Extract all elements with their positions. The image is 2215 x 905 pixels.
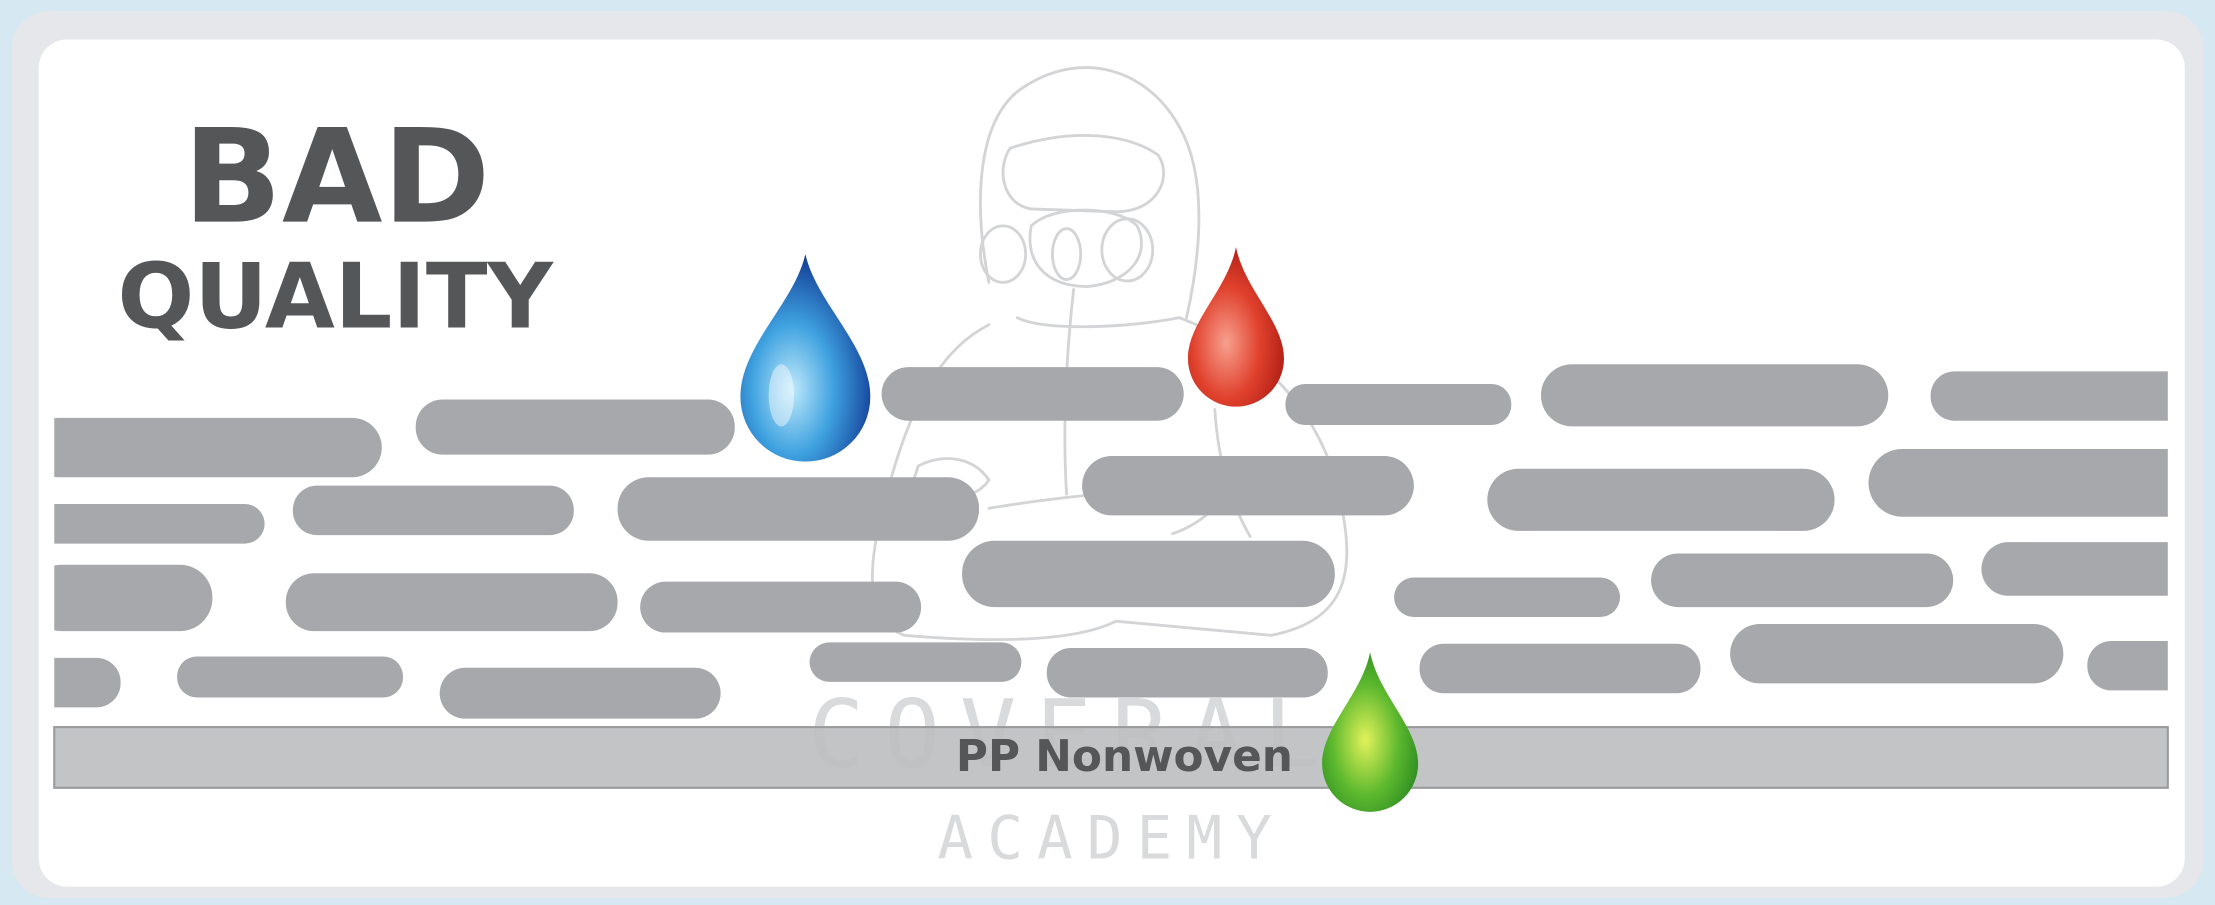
fiber: [1868, 449, 2207, 517]
title-line1: BAD: [183, 101, 490, 253]
watermark-line2: ACADEMY: [937, 803, 1286, 872]
fiber: [618, 477, 979, 541]
fiber: [286, 573, 618, 631]
title-line2: QUALITY: [117, 245, 554, 350]
fiber: [1285, 384, 1511, 425]
fiber: [1730, 624, 2063, 683]
fiber: [177, 657, 403, 698]
fiber: [882, 367, 1184, 421]
fiber: [1487, 469, 1834, 531]
fiber: [29, 565, 213, 631]
layer-label: PP Nonwoven: [956, 731, 1293, 782]
drop-highlight: [769, 364, 794, 426]
fiber: [1420, 644, 1701, 693]
fiber: [293, 486, 574, 535]
fiber: [1651, 553, 1953, 607]
page: {"title": {"line1": "BAD", "line2": "QUA…: [0, 0, 2215, 905]
fiber: [1931, 371, 2199, 420]
fiber: [1541, 364, 1888, 426]
fiber: [810, 642, 1022, 682]
fiber: [416, 400, 735, 455]
fiber: [29, 418, 382, 477]
fiber: [640, 582, 921, 633]
fiber: [1394, 577, 1620, 617]
fiber: [962, 541, 1335, 607]
fiber: [1047, 648, 1328, 697]
illustration: COVERALL ACADEMY PP Nonwoven: [0, 0, 2215, 905]
fiber: [440, 668, 721, 719]
fiber: [29, 504, 265, 544]
fiber: [1082, 456, 1414, 515]
